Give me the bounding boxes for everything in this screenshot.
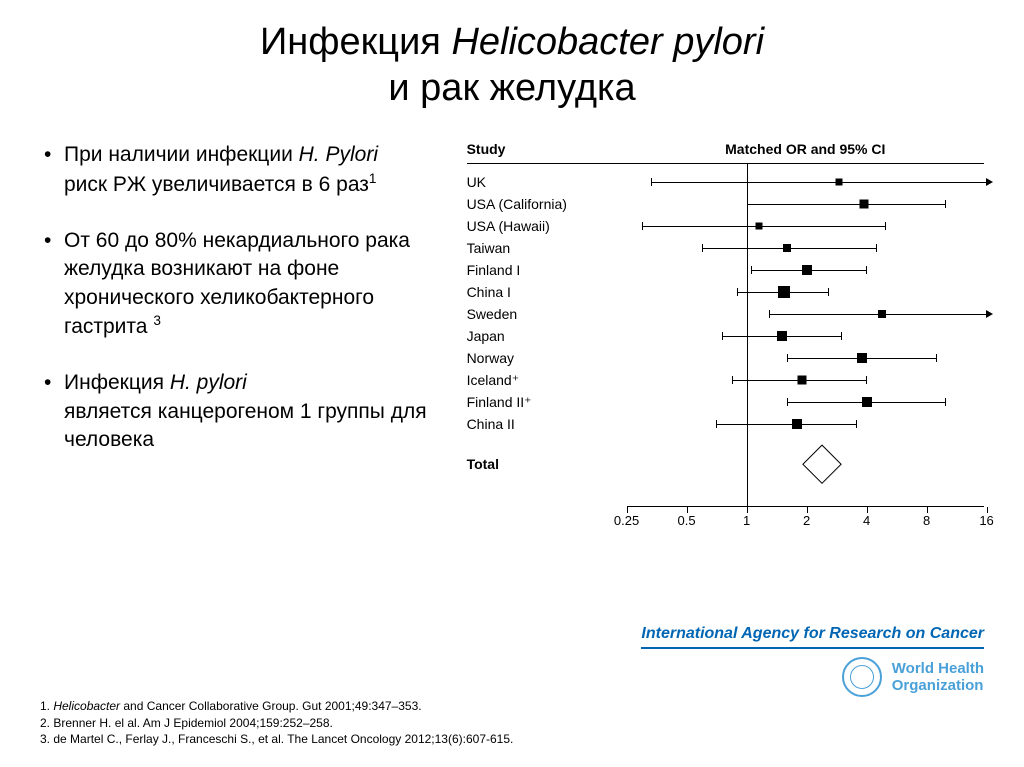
row-label: China II — [467, 416, 627, 432]
who-text: World Health Organization — [892, 660, 984, 695]
x-tick-label: 8 — [923, 513, 930, 528]
row-plot — [627, 346, 984, 370]
x-tick-label: 0.5 — [678, 513, 696, 528]
point-estimate — [878, 310, 886, 318]
row-label: Japan — [467, 328, 627, 344]
row-label: USA (Hawaii) — [467, 218, 627, 234]
row-label: Finland II⁺ — [467, 394, 627, 411]
forest-row: China I — [467, 280, 984, 304]
forest-row: USA (California) — [467, 192, 984, 216]
reference-line-item: 3. de Martel C., Ferlay J., Franceschi S… — [40, 731, 513, 747]
reference-line-item: 1. Helicobacter and Cancer Collaborative… — [40, 698, 513, 714]
ci-line — [642, 226, 886, 227]
row-label: Taiwan — [467, 240, 627, 256]
title-line2: и рак желудка — [388, 67, 635, 109]
forest-row: Sweden — [467, 302, 984, 326]
arrow-right-icon — [986, 178, 993, 186]
title-line1a: Инфекция — [260, 21, 451, 63]
point-estimate — [798, 376, 807, 385]
forest-row: China II — [467, 412, 984, 436]
row-plot — [627, 412, 984, 436]
row-label: Norway — [467, 350, 627, 366]
row-plot — [627, 368, 984, 392]
forest-row: Iceland⁺ — [467, 368, 984, 392]
row-plot — [627, 192, 984, 216]
bullet-item: От 60 до 80% некардиального рака желудка… — [40, 227, 447, 341]
bullet-item: Инфекция H. pylori является канцерогеном… — [40, 369, 447, 454]
total-plot — [627, 452, 984, 476]
row-plot — [627, 170, 984, 194]
point-estimate — [802, 265, 812, 275]
row-plot — [627, 324, 984, 348]
x-tick-label: 4 — [863, 513, 870, 528]
who-row: World Health Organization — [641, 657, 984, 697]
plot-area: 0.250.5124816 UKUSA (California)USA (Haw… — [467, 164, 984, 534]
forest-row: Norway — [467, 346, 984, 370]
point-estimate — [783, 244, 791, 252]
row-plot — [627, 390, 984, 414]
point-estimate — [835, 179, 842, 186]
iarc-text: International Agency for Research on Can… — [641, 625, 984, 649]
forest-plot: Study Matched OR and 95% CI 0.250.512481… — [467, 141, 984, 561]
forest-row: Finland I — [467, 258, 984, 282]
forest-row: Japan — [467, 324, 984, 348]
total-row: Total — [467, 452, 984, 476]
total-label: Total — [467, 456, 627, 472]
row-label: Iceland⁺ — [467, 372, 627, 389]
x-tick-label: 1 — [743, 513, 750, 528]
references: 1. Helicobacter and Cancer Collaborative… — [40, 698, 513, 747]
arrow-right-icon — [986, 310, 993, 318]
right-column: Study Matched OR and 95% CI 0.250.512481… — [467, 141, 984, 561]
row-plot — [627, 214, 984, 238]
header-study: Study — [467, 141, 627, 157]
forest-row: Taiwan — [467, 236, 984, 260]
total-diamond — [803, 444, 842, 483]
point-estimate — [792, 419, 802, 429]
row-label: Finland I — [467, 262, 627, 278]
who-line2: Organization — [892, 677, 984, 694]
header-stat: Matched OR and 95% CI — [627, 141, 984, 157]
slide-title: Инфекция Helicobacter pylori и рак желуд… — [40, 20, 984, 111]
ci-line — [651, 182, 987, 183]
slide: Инфекция Helicobacter pylori и рак желуд… — [0, 0, 1024, 767]
point-estimate — [777, 331, 787, 341]
point-estimate — [778, 286, 790, 298]
forest-row: UK — [467, 170, 984, 194]
row-plot — [627, 236, 984, 260]
point-estimate — [862, 397, 872, 407]
row-label: China I — [467, 284, 627, 300]
left-column: При наличии инфекции H. Pyloriриск РЖ ув… — [40, 141, 447, 561]
ci-line — [747, 204, 946, 205]
x-tick-label: 16 — [979, 513, 993, 528]
who-line1: World Health — [892, 660, 984, 677]
reference-line-item: 2. Brenner H. el al. Am J Epidemiol 2004… — [40, 715, 513, 731]
bullet-list: При наличии инфекции H. Pyloriриск РЖ ув… — [40, 141, 447, 454]
row-label: Sweden — [467, 306, 627, 322]
row-plot — [627, 280, 984, 304]
point-estimate — [857, 353, 867, 363]
title-line1b: Helicobacter pylori — [451, 21, 764, 63]
logo-block: International Agency for Research on Can… — [641, 625, 984, 697]
row-plot — [627, 258, 984, 282]
forest-header: Study Matched OR and 95% CI — [467, 141, 984, 164]
forest-row: Finland II⁺ — [467, 390, 984, 414]
row-label: UK — [467, 174, 627, 190]
bullet-item: При наличии инфекции H. Pyloriриск РЖ ув… — [40, 141, 447, 199]
forest-row: USA (Hawaii) — [467, 214, 984, 238]
x-tick-label: 2 — [803, 513, 810, 528]
x-axis: 0.250.5124816 — [627, 506, 984, 534]
who-logo-icon — [842, 657, 882, 697]
point-estimate — [755, 223, 762, 230]
ci-line — [716, 424, 858, 425]
x-tick-label: 0.25 — [614, 513, 639, 528]
content-row: При наличии инфекции H. Pyloriриск РЖ ув… — [40, 141, 984, 561]
point-estimate — [860, 200, 869, 209]
row-label: USA (California) — [467, 196, 627, 212]
row-plot — [627, 302, 984, 326]
